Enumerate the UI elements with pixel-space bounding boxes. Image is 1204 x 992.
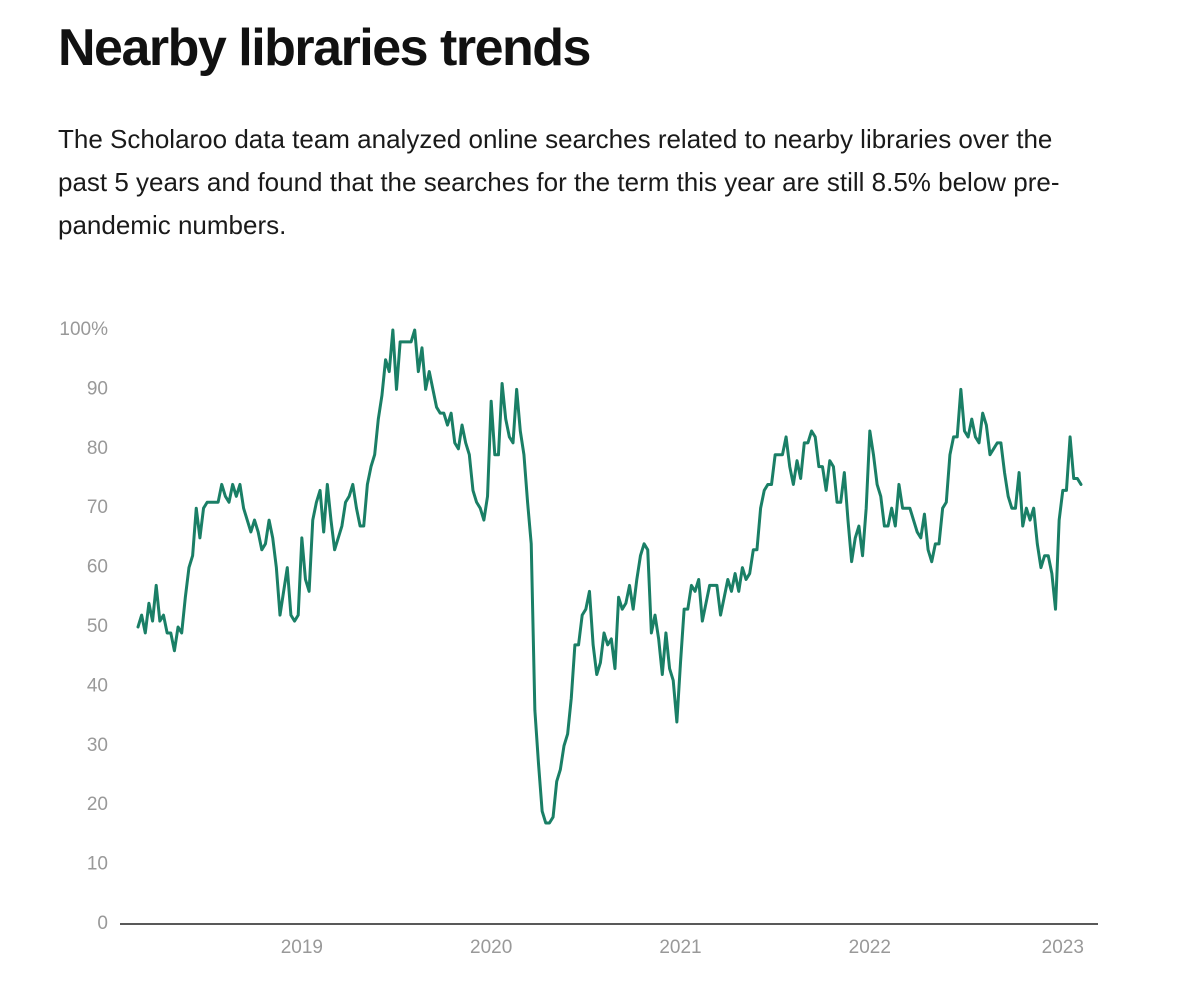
x-tick-label: 2019 — [281, 937, 323, 958]
y-tick-label: 10 — [87, 854, 108, 875]
x-tick-label: 2020 — [470, 937, 512, 958]
y-tick-label: 70 — [87, 497, 108, 518]
data-line — [136, 328, 1083, 825]
y-tick-label: 90 — [87, 378, 108, 399]
x-tick-label: 2022 — [849, 937, 891, 958]
y-tick-label: 20 — [87, 794, 108, 815]
y-tick-label: 100% — [59, 319, 108, 340]
y-tick-label: 80 — [87, 438, 108, 459]
x-tick-label: 2023 — [1042, 937, 1084, 958]
y-tick-label: 40 — [87, 675, 108, 696]
chart-subtitle: The Scholaroo data team analyzed online … — [58, 124, 1060, 240]
y-tick-label: 0 — [97, 913, 108, 934]
x-tick-label: 2021 — [659, 937, 701, 958]
chart-title: Nearby libraries trends — [58, 19, 591, 77]
y-tick-label: 50 — [87, 616, 108, 637]
y-tick-label: 30 — [87, 735, 108, 756]
y-tick-label: 60 — [87, 557, 108, 578]
